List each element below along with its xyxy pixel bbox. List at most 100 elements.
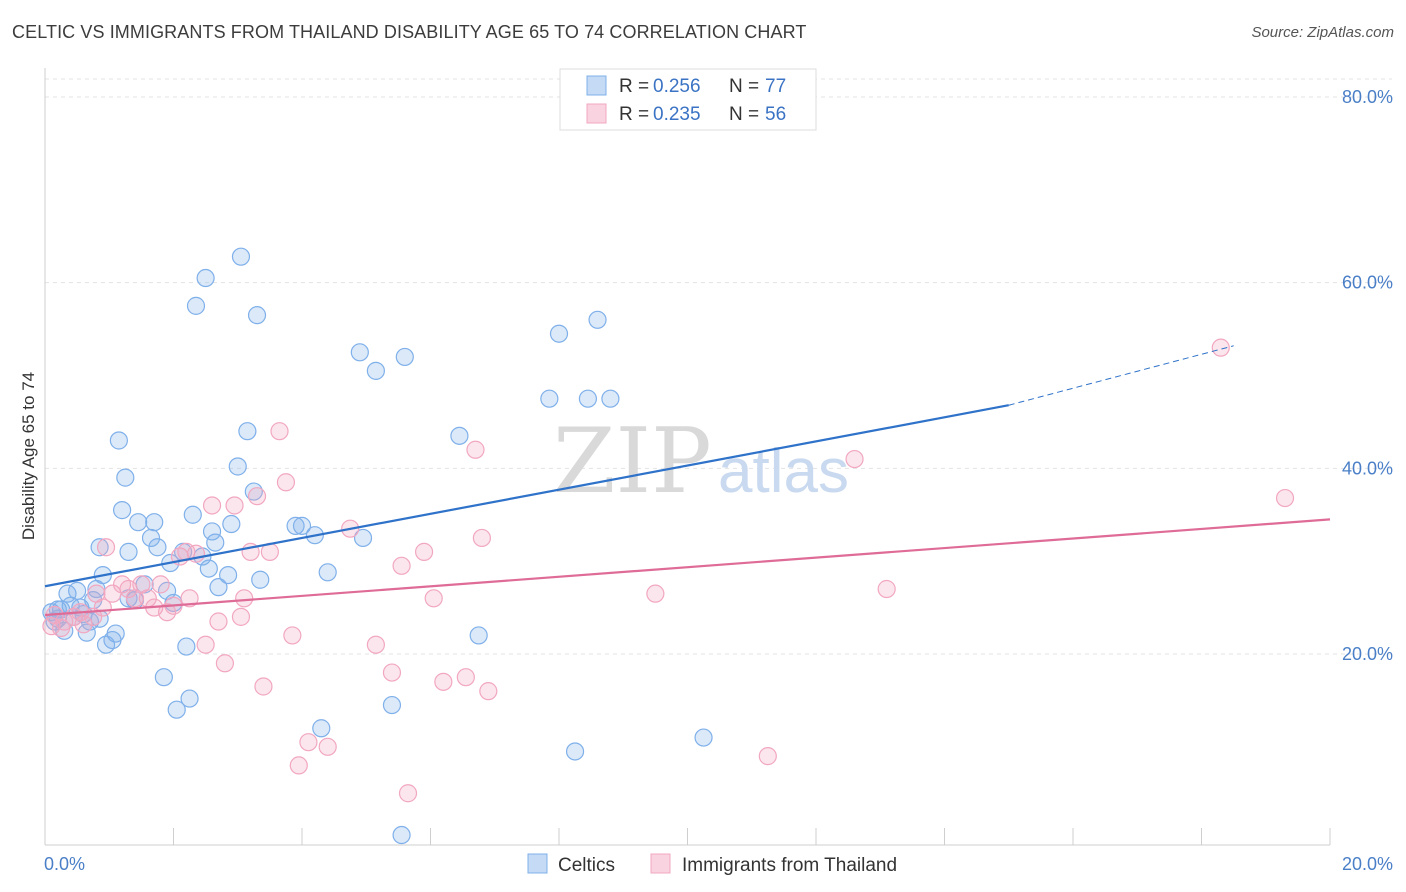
thailand-point-41 xyxy=(318,737,337,756)
celtics-point-23 xyxy=(119,542,138,561)
celtics-point-59 xyxy=(353,528,373,548)
celtics-point-29 xyxy=(148,538,167,557)
celtics-point-69 xyxy=(578,389,598,408)
thailand-point-33 xyxy=(247,487,267,506)
thailand-point-37 xyxy=(276,473,296,492)
series-legend-swatch-celtics xyxy=(527,853,548,874)
series-legend: Celtics Immigrants from Thailand xyxy=(527,853,897,876)
celtics-point-60 xyxy=(366,361,385,380)
thailand-point-46 xyxy=(398,784,418,803)
celtics-point-68 xyxy=(565,742,585,761)
axes xyxy=(44,68,1331,846)
celtics-point-54 xyxy=(292,516,312,535)
celtics-point-72 xyxy=(694,728,713,747)
celtics-point-19 xyxy=(106,624,125,643)
celtics-point-28 xyxy=(145,513,164,532)
y-axis-title: Disability Age 65 to 74 xyxy=(19,372,38,540)
thailand-point-44 xyxy=(382,663,402,682)
tick-labels: 20.0% 40.0% 60.0% 80.0% 0.0% 20.0% xyxy=(44,87,1393,874)
celtics-point-15 xyxy=(90,538,109,557)
series-legend-swatch-thailand xyxy=(650,853,671,874)
celtics-point-58 xyxy=(350,343,369,362)
thailand-point-43 xyxy=(366,635,385,654)
thailand-point-34 xyxy=(254,677,273,696)
celtics-point-53 xyxy=(286,516,305,535)
celtics-point-71 xyxy=(601,389,620,408)
legend-r-label-1: R = xyxy=(619,76,649,97)
legend-r-value-2: 0.235 xyxy=(653,104,701,125)
legend-n-value-1: 77 xyxy=(765,76,786,97)
watermark-zip: ZIP xyxy=(553,409,712,514)
celtics-point-47 xyxy=(228,457,247,476)
thailand-point-53 xyxy=(479,682,498,701)
x-tick-label-1: 20.0% xyxy=(1342,854,1393,874)
legend-swatch-thailand xyxy=(586,103,607,124)
celtics-point-43 xyxy=(202,522,222,541)
thailand-point-48 xyxy=(424,589,443,608)
celtics-point-38 xyxy=(183,505,202,524)
y-tick-label-3: 80.0% xyxy=(1342,87,1393,107)
thailand-point-52 xyxy=(472,528,491,548)
thailand-point-29 xyxy=(225,496,244,515)
thailand-point-51 xyxy=(466,440,485,459)
data-points xyxy=(42,247,1295,845)
celtics-point-57 xyxy=(318,563,337,582)
thailand-point-50 xyxy=(456,668,475,687)
thailand-point-59 xyxy=(1275,488,1295,508)
celtics-point-56 xyxy=(312,719,331,738)
celtics-point-41 xyxy=(196,268,215,288)
celtics-point-70 xyxy=(588,310,607,329)
series-legend-celtics: Celtics xyxy=(558,855,615,876)
celtics-point-39 xyxy=(186,296,206,315)
trend-lines xyxy=(44,345,1331,617)
thailand-point-27 xyxy=(209,612,228,631)
thailand-point-36 xyxy=(270,422,289,441)
celtics-point-76 xyxy=(209,578,228,597)
celtics-point-34 xyxy=(167,700,186,719)
celtics-trend-line xyxy=(44,404,1009,588)
thailand-point-55 xyxy=(758,747,777,766)
legend-n-label-1: N = xyxy=(729,76,759,97)
thailand-point-18 xyxy=(151,575,170,594)
y-tick-label-2: 60.0% xyxy=(1342,273,1393,293)
thailand-point-38 xyxy=(283,626,302,645)
celtics-point-36 xyxy=(177,637,196,656)
celtics-point-49 xyxy=(238,422,257,441)
y-tick-label-1: 40.0% xyxy=(1342,458,1393,478)
celtics-point-44 xyxy=(206,533,225,552)
grid-lines xyxy=(45,78,1392,655)
thailand-point-57 xyxy=(877,579,896,599)
legend-r-value-1: 0.256 xyxy=(653,76,701,97)
thailand-point-45 xyxy=(392,556,411,575)
legend-swatch-celtics xyxy=(586,75,607,96)
chart-title: CELTIC VS IMMIGRANTS FROM THAILAND DISAB… xyxy=(12,22,807,42)
celtics-point-20 xyxy=(109,431,128,450)
celtics-point-22 xyxy=(116,468,135,487)
celtics-point-8 xyxy=(68,581,87,600)
celtics-point-51 xyxy=(247,306,267,325)
celtics-point-62 xyxy=(392,825,411,845)
thailand-point-54 xyxy=(646,584,665,603)
thailand-point-19 xyxy=(157,603,177,622)
y-tick-label-0: 20.0% xyxy=(1342,644,1393,664)
thailand-point-26 xyxy=(202,496,222,515)
celtics-point-63 xyxy=(395,347,414,367)
thailand-point-49 xyxy=(434,672,453,691)
thailand-point-6 xyxy=(74,615,93,634)
celtics-point-64 xyxy=(450,426,469,445)
legend-n-label-2: N = xyxy=(729,104,759,125)
x-tick-label-0: 0.0% xyxy=(44,854,85,874)
celtics-point-61 xyxy=(382,695,402,715)
thailand-trend-line xyxy=(44,518,1331,617)
thailand-point-30 xyxy=(231,607,251,626)
legend-n-value-2: 56 xyxy=(765,104,786,125)
celtics-point-52 xyxy=(251,570,270,589)
thailand-point-23 xyxy=(180,589,199,608)
legend-r-label-2: R = xyxy=(619,104,649,125)
watermark: ZIP atlas xyxy=(553,409,849,514)
celtics-point-48 xyxy=(231,247,251,266)
thailand-point-10 xyxy=(96,538,116,557)
stats-legend: R = 0.256 N = 77 R = 0.235 N = 56 xyxy=(559,68,817,131)
celtics-point-45 xyxy=(219,565,238,585)
